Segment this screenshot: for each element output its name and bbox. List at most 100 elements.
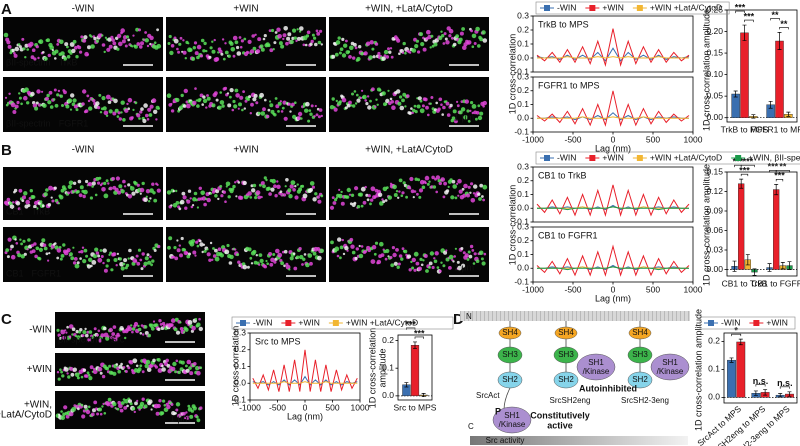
fluorescence-spot <box>229 95 232 99</box>
fluorescence-spot <box>26 48 30 51</box>
fluorescence-spot <box>451 179 456 184</box>
sh3-domain <box>553 346 579 364</box>
fluorescence-spot <box>157 327 161 331</box>
fluorescence-spot <box>411 48 417 53</box>
fluorescence-spot <box>343 43 348 48</box>
fluorescence-spot <box>397 196 400 199</box>
domain-label: SH4 <box>632 328 648 337</box>
activity-gradient <box>470 436 688 445</box>
fluorescence-spot <box>120 266 125 271</box>
fluorescence-spot <box>57 333 61 337</box>
membrane <box>460 311 690 321</box>
fluorescence-spot <box>422 47 427 52</box>
fluorescence-spot <box>210 192 213 195</box>
fluorescence-spot <box>41 204 45 208</box>
fluorescence-spot <box>447 185 450 188</box>
fluorescence-spot <box>124 399 129 404</box>
x-tick-label: CB1 to TrkB <box>722 278 768 288</box>
fluorescence-spot <box>41 238 46 243</box>
fluorescence-spot <box>366 198 370 202</box>
fluorescence-spot <box>310 39 314 44</box>
fluorescence-spot <box>303 253 307 256</box>
fluorescence-spot <box>337 36 341 40</box>
fluorescence-spot <box>176 248 181 253</box>
fluorescence-spot <box>13 188 18 193</box>
line-series <box>536 90 690 127</box>
fluorescence-spot <box>29 41 34 47</box>
fluorescence-spot <box>356 56 361 62</box>
fluorescence-spot <box>462 251 466 255</box>
fluorescence-spot <box>76 376 80 380</box>
error-bar <box>763 389 768 396</box>
fluorescence-spot <box>193 41 198 45</box>
fluorescence-spot <box>282 193 287 197</box>
fluorescence-spot <box>100 333 105 338</box>
fluorescence-spot <box>155 118 158 121</box>
fluorescence-spot <box>199 239 202 243</box>
fluorescence-spot <box>312 197 317 202</box>
fluorescence-spot <box>280 261 284 266</box>
fluorescence-spot <box>138 28 141 32</box>
significance-label: * <box>734 326 738 336</box>
fluorescence-spot <box>244 99 248 103</box>
x-tick-label: -1000 <box>522 284 544 294</box>
fluorescence-spot <box>227 103 232 108</box>
fluorescence-spot <box>108 109 113 114</box>
fluorescence-spot <box>131 327 136 331</box>
fluorescence-spot <box>153 41 157 44</box>
micrograph <box>329 167 489 220</box>
fluorescence-spot <box>466 40 472 45</box>
column-header: -WIN <box>72 4 95 15</box>
fluorescence-spot <box>68 324 74 329</box>
fluorescence-spot <box>133 44 138 49</box>
fluorescence-spot <box>410 189 415 194</box>
fluorescence-spot <box>95 101 100 106</box>
fluorescence-spot <box>304 108 309 113</box>
fluorescence-spot <box>260 111 266 116</box>
fluorescence-spot <box>149 255 152 259</box>
fluorescence-spot <box>420 42 425 47</box>
fluorescence-spot <box>62 335 66 340</box>
fluorescence-spot <box>355 247 359 251</box>
fluorescence-spot <box>319 248 324 253</box>
fluorescence-spot <box>230 47 236 52</box>
fluorescence-spot <box>57 89 61 93</box>
fluorescence-spot <box>75 55 79 59</box>
fluorescence-spot <box>373 252 377 256</box>
fluorescence-spot <box>19 238 22 241</box>
fluorescence-spot <box>295 255 300 260</box>
fluorescence-spot <box>257 195 262 200</box>
sh3-domain <box>497 346 523 364</box>
fluorescence-spot <box>467 185 471 189</box>
fluorescence-spot <box>229 41 234 46</box>
fluorescence-spot <box>389 97 393 101</box>
fluorescence-spot <box>416 104 421 109</box>
fluorescence-spot <box>359 96 363 100</box>
fluorescence-spot <box>406 254 412 259</box>
fluorescence-spot <box>137 248 142 252</box>
fluorescence-spot <box>138 117 141 120</box>
error-bar <box>739 178 744 189</box>
fluorescence-spot <box>51 199 55 203</box>
fluorescence-spot <box>266 114 270 119</box>
fluorescence-spot <box>299 254 304 260</box>
fluorescence-spot <box>205 49 208 53</box>
fluorescence-spot <box>378 88 382 92</box>
fluorescence-spot <box>260 195 263 199</box>
fluorescence-spot <box>227 195 231 199</box>
fluorescence-spot <box>482 105 485 108</box>
fluorescence-spot <box>259 258 264 263</box>
fluorescence-spot <box>237 260 241 264</box>
fluorescence-spot <box>105 179 109 183</box>
fluorescence-spot <box>440 103 443 106</box>
column-header: +WIN <box>233 4 258 15</box>
fluorescence-spot <box>300 184 305 188</box>
line-series <box>536 244 690 277</box>
fluorescence-spot <box>283 26 289 31</box>
fluorescence-spot <box>232 54 236 58</box>
fluorescence-spot <box>175 402 181 407</box>
fluorescence-spot <box>148 399 153 404</box>
fluorescence-spot <box>296 183 299 186</box>
fluorescence-spot <box>283 116 288 121</box>
fluorescence-spot <box>395 190 399 193</box>
